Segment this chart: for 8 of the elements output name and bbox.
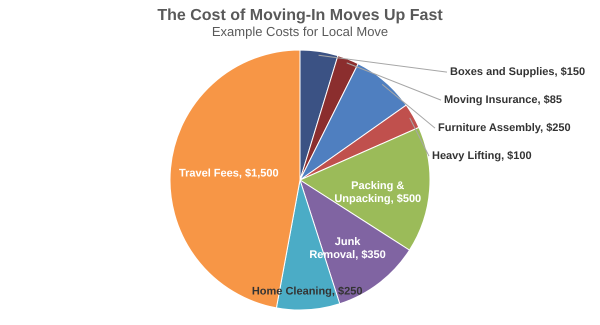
chart-title: The Cost of Moving-In Moves Up Fast — [157, 7, 444, 24]
slice-label: Furniture Assembly, $250 — [438, 122, 571, 134]
slice-label: Moving Insurance, $85 — [444, 94, 562, 106]
slice-label: Packing & Unpacking, $500 — [334, 180, 422, 205]
slice-label: Boxes and Supplies, $150 — [450, 66, 586, 78]
chart-subtitle: Example Costs for Local Move — [212, 24, 388, 39]
slice-label: Heavy Lifting, $100 — [432, 150, 532, 162]
slice-label: Travel Fees, $1,500 — [178, 167, 279, 180]
